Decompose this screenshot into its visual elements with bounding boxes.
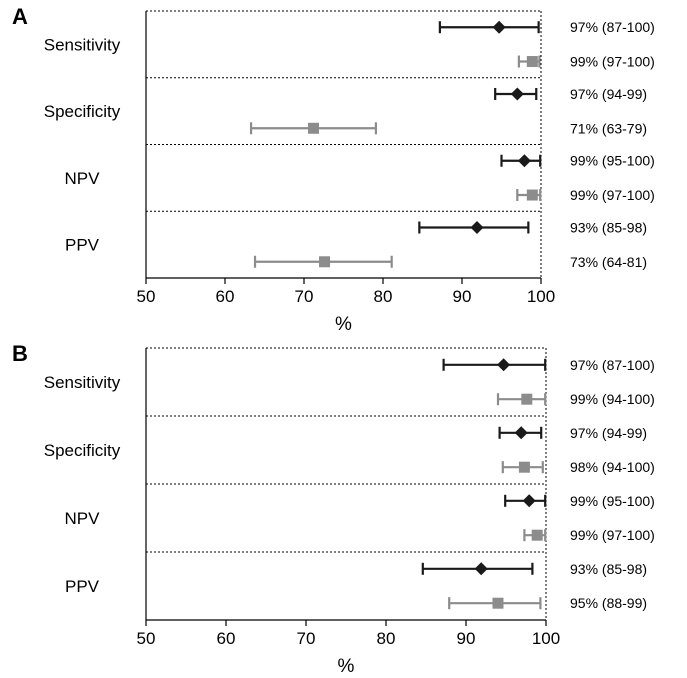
ci-label: 99% (97-100) [570,527,655,543]
point-diamond [470,220,484,234]
point-square [521,393,533,405]
metric-label: NPV [65,509,101,528]
x-axis-title: % [335,314,352,335]
point-diamond [474,562,488,576]
ci-label: 95% (88-99) [570,595,647,611]
point-square [526,189,538,201]
x-tick-label: 60 [216,287,235,306]
metric-label: PPV [65,577,100,596]
metric-label: Sensitivity [44,373,121,392]
ci-label: 97% (94-99) [570,425,647,441]
ci-label: 71% (63-79) [570,120,647,136]
point-diamond [522,494,536,508]
ci-label: 99% (95-100) [570,153,655,169]
x-tick-label: 60 [217,629,236,648]
ci-label: 99% (97-100) [570,187,655,203]
ci-label: 97% (87-100) [570,357,655,373]
metric-label: PPV [65,236,100,255]
ci-label: 97% (87-100) [570,19,655,35]
panel-letter: B [12,341,28,366]
x-tick-label: 90 [453,287,472,306]
point-square [518,461,530,473]
point-square [531,529,543,541]
x-tick-label: 100 [527,287,555,306]
point-square [526,56,538,68]
x-tick-label: 80 [377,629,396,648]
ci-label: 98% (94-100) [570,459,655,475]
point-diamond [510,87,524,101]
ci-label: 93% (85-98) [570,219,647,235]
x-tick-label: 100 [532,629,560,648]
panel-a: A 50 60 70 80 90 100% Sensitivity Specificity NPV… [12,4,655,335]
x-axis-title: % [338,656,355,677]
point-diamond [497,358,511,372]
ci-label: 73% (64-81) [570,254,647,270]
metric-label: NPV [65,169,101,188]
point-square [492,597,504,609]
point-square [307,122,319,134]
panel-b: B 50 60 70 80 90 100% Sensitivity Specificity NPV… [12,341,655,677]
ci-label: 99% (97-100) [570,54,655,70]
ci-label: 99% (94-100) [570,391,655,407]
point-diamond [517,154,531,168]
point-diamond [492,20,506,34]
ci-label: 99% (95-100) [570,493,655,509]
ci-label: 97% (94-99) [570,86,647,102]
point-square [319,256,331,268]
x-tick-label: 50 [137,629,156,648]
metric-label: Specificity [44,102,121,121]
panel-letter: A [12,4,28,29]
metric-label: Specificity [44,441,121,460]
x-tick-label: 50 [137,287,156,306]
point-diamond [514,426,528,440]
ci-label: 93% (85-98) [570,561,647,577]
metric-label: Sensitivity [44,35,121,54]
x-tick-label: 70 [297,629,316,648]
x-tick-label: 80 [374,287,393,306]
x-tick-label: 70 [295,287,314,306]
x-tick-label: 90 [457,629,476,648]
